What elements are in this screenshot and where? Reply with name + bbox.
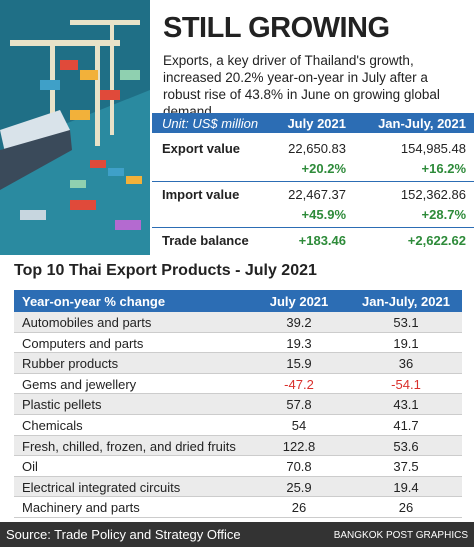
products-table: Year-on-year % change July 2021 Jan-July, … bbox=[14, 290, 462, 518]
column-header: Unit: US$ million bbox=[162, 116, 259, 131]
cell: 154,985.48 bbox=[400, 141, 466, 156]
row-bg bbox=[14, 312, 462, 333]
cell: 152,362.86 bbox=[400, 187, 466, 202]
row-label: Export value bbox=[162, 141, 241, 156]
cell: 15.9 bbox=[286, 356, 312, 372]
header-row bbox=[152, 113, 474, 133]
row-label: Oil bbox=[22, 459, 38, 475]
cell: 25.9 bbox=[286, 479, 312, 495]
row-label: Import value bbox=[162, 187, 240, 202]
column-header: July 2021 bbox=[269, 294, 329, 309]
row-bg bbox=[14, 415, 462, 436]
cell: 57.8 bbox=[286, 397, 312, 413]
row-label: Fresh, chilled, frozen, and dried fruits bbox=[22, 438, 236, 454]
row-label: Electrical integrated circuits bbox=[22, 479, 181, 495]
cell: 70.8 bbox=[286, 459, 312, 475]
row-bg bbox=[14, 373, 462, 395]
cell: 19.1 bbox=[393, 335, 419, 351]
cell: 26 bbox=[291, 500, 307, 516]
column-header: July 2021 bbox=[287, 116, 346, 131]
column-header: Year-on-year % change bbox=[22, 294, 166, 309]
cell: +2,622.62 bbox=[407, 233, 466, 248]
column-header: Jan-July, 2021 bbox=[378, 116, 466, 131]
separator bbox=[152, 181, 474, 182]
products-title: Top 10 Thai Export Products - July 2021 bbox=[14, 262, 317, 279]
row-bg bbox=[14, 435, 462, 457]
cell: 122.8 bbox=[282, 438, 316, 454]
change: +45.9% bbox=[301, 207, 346, 222]
cell: 54 bbox=[291, 418, 307, 433]
row-label: Trade balance bbox=[162, 233, 249, 248]
cell: 22,467.37 bbox=[288, 187, 346, 202]
cell: 53.1 bbox=[393, 315, 419, 330]
cell: 43.1 bbox=[393, 397, 419, 413]
port-illustration bbox=[0, 0, 150, 255]
cell: -47.2 bbox=[284, 376, 314, 392]
column-header: Jan-July, 2021 bbox=[362, 294, 450, 309]
cell: 37.5 bbox=[393, 459, 419, 475]
intro-text: Exports, a key driver of Thailand's grow… bbox=[163, 53, 440, 119]
cell: 19.3 bbox=[286, 335, 312, 351]
row-bg bbox=[14, 497, 462, 518]
row-label: Computers and parts bbox=[22, 335, 144, 351]
footer-bar bbox=[0, 522, 474, 547]
source: Source: Trade Policy and Strategy Office bbox=[6, 527, 241, 542]
cell: -54.1 bbox=[391, 376, 421, 392]
cell: 39.2 bbox=[286, 315, 312, 330]
row-bg bbox=[14, 456, 462, 477]
change: +16.2% bbox=[421, 161, 466, 176]
credit: BANGKOK POST GRAPHICS bbox=[333, 530, 468, 541]
row-bg bbox=[14, 332, 462, 354]
row-label: Chemicals bbox=[22, 418, 83, 433]
change: +20.2% bbox=[301, 161, 346, 176]
row-label: Rubber products bbox=[22, 356, 119, 372]
header-row bbox=[14, 290, 462, 312]
title: STILL GROWING bbox=[163, 12, 390, 44]
separator bbox=[152, 227, 474, 228]
change: +28.7% bbox=[421, 207, 466, 222]
row-bg bbox=[14, 394, 462, 415]
cell: 53.6 bbox=[393, 438, 419, 454]
cell: +183.46 bbox=[298, 233, 346, 248]
row-label: Gems and jewellery bbox=[22, 376, 137, 392]
row-bg bbox=[14, 476, 462, 498]
cell: 36 bbox=[398, 356, 414, 372]
cell: 41.7 bbox=[393, 418, 419, 433]
cell: 19.4 bbox=[393, 479, 419, 495]
row-label: Automobiles and parts bbox=[22, 315, 152, 330]
cell: 26 bbox=[398, 500, 414, 516]
row-bg bbox=[14, 353, 462, 374]
row-label: Plastic pellets bbox=[22, 397, 102, 413]
cell: 22,650.83 bbox=[288, 141, 346, 156]
row-label: Machinery and parts bbox=[22, 500, 140, 516]
summary-table: Unit: US$ million July 2021 Jan-July, 2021… bbox=[152, 113, 474, 253]
